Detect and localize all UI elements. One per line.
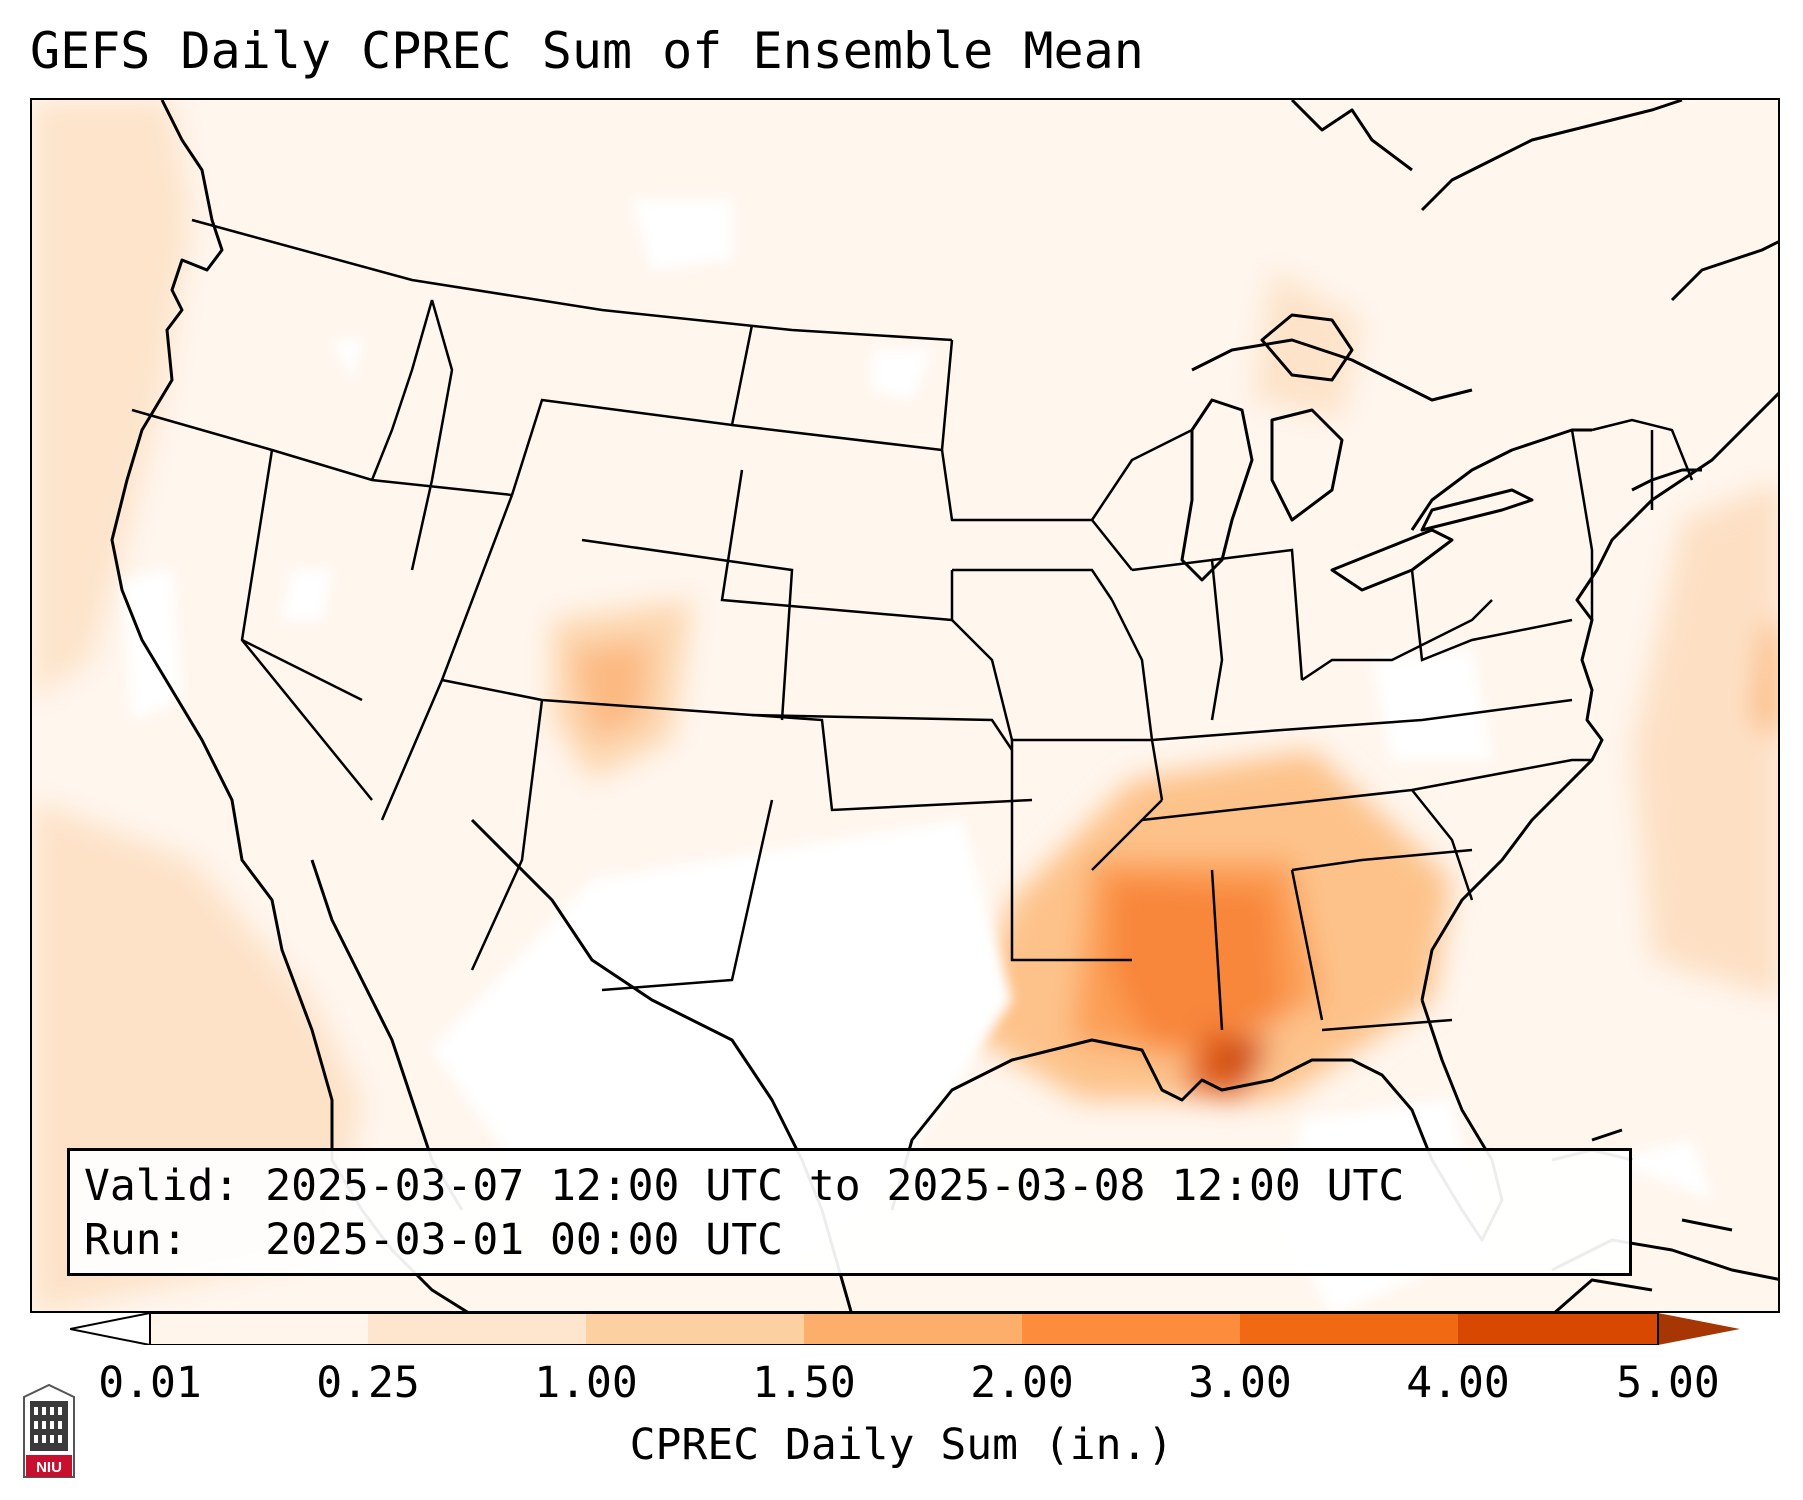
colorbar-segment-4 — [804, 1313, 1022, 1345]
logo-text: NIU — [36, 1459, 62, 1476]
precipitation-map — [30, 98, 1780, 1313]
colorbar-segment-5 — [1022, 1313, 1240, 1345]
colorbar-tick-label: 2.00 — [970, 1358, 1074, 1408]
colorbar-low-extend — [70, 1313, 151, 1345]
colorbar-segment-6 — [1240, 1313, 1458, 1345]
colorbar-tick-label: 5.00 — [1616, 1358, 1720, 1408]
colorbar-tick-label: 3.00 — [1188, 1358, 1292, 1408]
colorbar-segment-1 — [150, 1313, 368, 1345]
colorbar-title: CPREC Daily Sum (in.) — [629, 1420, 1174, 1470]
state-borders — [131, 218, 1694, 1032]
colorbar-outline — [149, 1313, 1659, 1345]
valid-label: Valid: — [84, 1161, 240, 1211]
run-label: Run: — [84, 1215, 188, 1265]
colorbar-segment-2 — [368, 1313, 586, 1345]
colorbar-tick-label: 1.00 — [534, 1358, 638, 1408]
validity-info-box: Valid: 2025-03-07 12:00 UTC to 2025-03-0… — [67, 1148, 1632, 1276]
colorbar-tick-label: 1.50 — [752, 1358, 856, 1408]
colorbar-segment-7 — [1458, 1313, 1658, 1345]
university-tower-icon: NIU — [23, 1383, 75, 1478]
colorbar-segment-3 — [586, 1313, 804, 1345]
map-canvas — [32, 100, 1778, 1311]
colorbar-high-extend — [1658, 1313, 1740, 1345]
map-title: GEFS Daily CPREC Sum of Ensemble Mean — [30, 22, 1144, 80]
colorbar-tick-label: 4.00 — [1406, 1358, 1510, 1408]
colorbar — [70, 1313, 1740, 1345]
colorbar-tick-label: 0.01 — [98, 1358, 202, 1408]
colorbar-tick-label: 0.25 — [316, 1358, 420, 1408]
valid-time-value: 2025-03-07 12:00 UTC to 2025-03-08 12:00… — [265, 1161, 1405, 1211]
run-time-value: 2025-03-01 00:00 UTC — [265, 1215, 783, 1265]
